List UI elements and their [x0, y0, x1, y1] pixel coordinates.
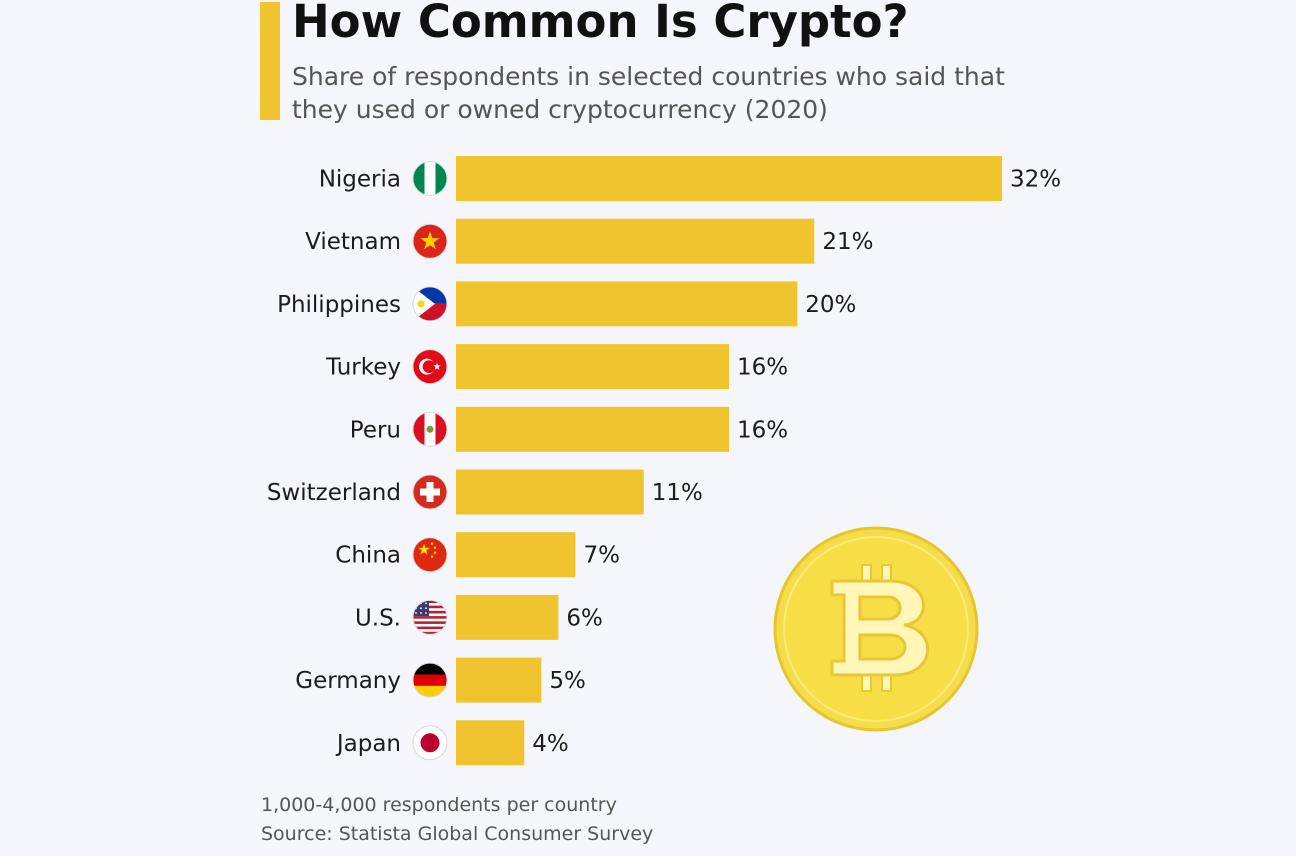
nigeria-flag-icon: [412, 161, 448, 196]
category-label-china: China: [335, 543, 401, 569]
value-label-nigeria: 32%: [1010, 167, 1061, 193]
category-label-japan: Japan: [335, 731, 401, 757]
category-label-germany: Germany: [295, 668, 401, 694]
bar-vietnam: [456, 218, 815, 264]
title-accent-bar: [260, 2, 280, 120]
value-label-u-s: 6%: [566, 605, 603, 631]
germany-flag-icon: [412, 662, 448, 698]
bar-japan: [456, 720, 525, 766]
value-label-japan: 4%: [532, 731, 569, 757]
bar-germany: [456, 657, 542, 703]
bitcoin-coin-icon: [773, 526, 979, 732]
value-label-philippines: 20%: [805, 292, 856, 318]
bar-china: [456, 532, 576, 578]
value-label-switzerland: 11%: [652, 480, 703, 506]
value-label-vietnam: 21%: [822, 229, 873, 255]
value-label-germany: 5%: [549, 668, 586, 694]
category-label-turkey: Turkey: [325, 355, 401, 381]
value-label-china: 7%: [583, 543, 620, 569]
bar-switzerland: [456, 469, 644, 515]
category-label-philippines: Philippines: [277, 292, 401, 318]
japan-flag-icon: [412, 725, 448, 761]
chart-title: How Common Is Crypto?: [292, 0, 909, 48]
source-note: Source: Statista Global Consumer Survey: [261, 823, 654, 845]
category-label-vietnam: Vietnam: [305, 229, 401, 255]
bar-u-s: [456, 594, 559, 640]
respondents-note: 1,000-4,000 respondents per country: [261, 794, 617, 816]
value-label-peru: 16%: [737, 417, 788, 443]
bar-turkey: [456, 344, 729, 390]
turkey-flag-icon: [412, 349, 448, 385]
value-label-turkey: 16%: [737, 355, 788, 381]
category-label-u-s: U.S.: [355, 605, 401, 631]
china-flag-icon: [412, 537, 448, 573]
philippines-flag-icon: [412, 286, 448, 322]
switzerland-flag-icon: [412, 474, 448, 510]
category-label-peru: Peru: [350, 417, 401, 443]
chart-subtitle: Share of respondents in selected countri…: [292, 62, 1005, 124]
vietnam-flag-icon: [412, 223, 448, 259]
bar-nigeria: [456, 156, 1002, 201]
category-label-switzerland: Switzerland: [267, 480, 401, 506]
peru-flag-icon: [412, 411, 448, 447]
bar-philippines: [456, 281, 798, 327]
category-label-nigeria: Nigeria: [319, 167, 401, 193]
us-flag-icon: [412, 599, 448, 635]
bar-peru: [456, 406, 729, 452]
